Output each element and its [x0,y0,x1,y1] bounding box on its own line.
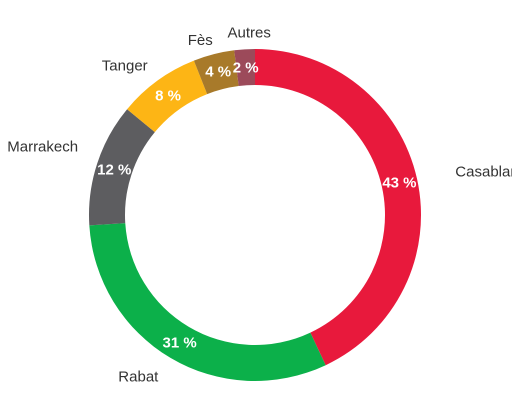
donut-slices [88,49,421,381]
percent-label-casablanca: 43 % [382,175,416,192]
category-label-marrakech: Marrakech [7,139,78,156]
category-label-autres: Autres [228,24,271,41]
percent-label-rabat: 31 % [163,334,197,351]
slice-tanger [127,60,208,133]
slice-fes [193,50,239,95]
slice-rabat [89,223,326,381]
category-label-rabat: Rabat [118,368,159,385]
percent-label-fes: 4 % [205,64,231,81]
percent-label-marrakech: 12 % [97,161,131,178]
category-labels: Casablanca Rabat Marrakech Tanger Fès Autres [7,24,512,385]
slice-autres [234,49,255,87]
category-label-casablanca: Casablanca [455,163,512,180]
category-label-tanger: Tanger [102,58,148,75]
slice-marrakech [88,109,155,226]
percent-label-tanger: 8 % [155,87,181,104]
category-label-fes: Fès [188,32,213,49]
percent-labels: 43 % 31 % 12 % 8 % 4 % 2 % [97,59,416,351]
percent-label-autres: 2 % [233,59,259,76]
slice-casablanca [255,49,421,366]
